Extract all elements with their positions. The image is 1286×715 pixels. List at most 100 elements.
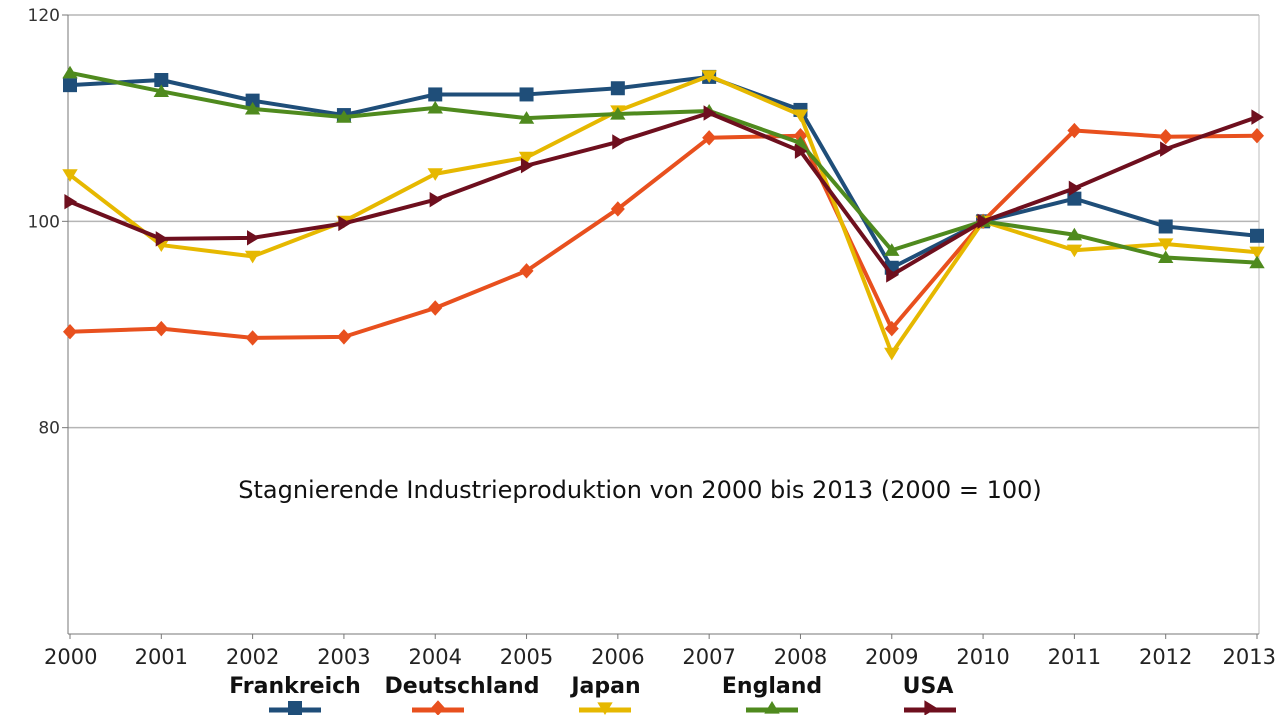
- data-point-frankreich-2005: [519, 87, 534, 102]
- data-point-usa-2013: [1251, 109, 1264, 125]
- legend-marker-japan: [597, 702, 613, 715]
- data-point-frankreich-2011: [1067, 191, 1082, 206]
- data-point-england-2003: [336, 110, 352, 123]
- data-point-usa-2008: [794, 143, 808, 159]
- series-line-frankreich: [69, 74, 1258, 270]
- x-tick-labels: 2000 2001 2002 2003 2004 2005 2006 2007 2008 2009…: [44, 634, 1276, 669]
- series-line-deutschland: [69, 128, 1258, 340]
- data-point-england-2005: [518, 111, 535, 124]
- x-tick-label-2012: 2012: [1139, 645, 1192, 669]
- data-point-england-2001: [153, 84, 170, 97]
- data-point-deutschland-2008: [793, 128, 808, 144]
- series-usa: [64, 105, 1264, 283]
- data-point-usa-2003: [338, 215, 351, 232]
- legend-label-usa: USA: [903, 674, 954, 699]
- data-point-usa-2004: [429, 191, 443, 208]
- data-point-deutschland-2009: [884, 320, 899, 337]
- x-tick-label-2009: 2009: [865, 645, 918, 669]
- data-point-england-2009: [884, 243, 900, 256]
- x-tick-label-2011: 2011: [1048, 645, 1101, 669]
- data-point-frankreich-2001: [154, 72, 169, 87]
- x-tick-label-2007: 2007: [682, 645, 735, 669]
- data-point-england-2000: [62, 65, 78, 79]
- series-line-japan: [68, 73, 1258, 356]
- data-point-deutschland-2001: [154, 320, 169, 337]
- x-tick-label-2008: 2008: [774, 645, 827, 669]
- data-point-usa-2006: [612, 134, 625, 150]
- data-point-england-2013: [1249, 255, 1265, 269]
- data-point-deutschland-2012: [1158, 129, 1173, 145]
- data-point-japan-2004: [427, 168, 443, 181]
- legend-label-deutschland: Deutschland: [385, 674, 540, 699]
- legend-marker-frankreich: [288, 701, 302, 715]
- data-point-frankreich-2012: [1158, 219, 1173, 234]
- data-point-usa-2001: [155, 231, 169, 247]
- data-point-deutschland-2005: [519, 263, 534, 279]
- legend-item-england: England: [722, 674, 822, 714]
- data-point-deutschland-2004: [428, 300, 443, 316]
- data-point-usa-2002: [247, 230, 260, 246]
- data-point-japan-2012: [1157, 238, 1174, 252]
- data-point-usa-2011: [1068, 180, 1082, 197]
- data-point-frankreich-2004: [428, 87, 443, 102]
- x-tick-label-2005: 2005: [500, 645, 553, 669]
- data-point-japan-2013: [1249, 246, 1265, 260]
- y-tick-label-80: 80: [38, 419, 60, 439]
- data-point-deutschland-2006: [610, 201, 625, 217]
- y-tick-label-100: 100: [28, 212, 60, 232]
- x-tick-label-2006: 2006: [591, 645, 644, 669]
- legend-item-japan: Japan: [569, 674, 641, 715]
- x-tick-label-2001: 2001: [135, 645, 188, 669]
- data-point-usa-2000: [64, 194, 77, 210]
- data-point-japan-2005: [518, 151, 535, 165]
- series-line-usa: [69, 111, 1258, 277]
- data-point-usa-2007: [703, 105, 717, 121]
- x-tick-label-2003: 2003: [317, 645, 370, 669]
- data-point-frankreich-2002: [245, 93, 260, 108]
- series-deutschland: [63, 122, 1264, 346]
- y-tick-label-120: 120: [28, 6, 60, 26]
- data-point-england-2012: [1157, 250, 1174, 264]
- legend-item-deutschland: Deutschland: [385, 674, 540, 715]
- legend-label-frankreich: Frankreich: [229, 674, 361, 699]
- data-point-deutschland-2007: [702, 130, 717, 146]
- data-point-england-2002: [244, 101, 261, 115]
- grid-lines: [62, 14, 1259, 429]
- series-layer: [62, 65, 1265, 361]
- data-point-usa-2009: [886, 267, 899, 283]
- data-point-deutschland-2003: [336, 329, 351, 345]
- data-point-deutschland-2011: [1067, 122, 1082, 139]
- x-tick-label-2010: 2010: [956, 645, 1009, 669]
- data-point-england-2006: [610, 107, 626, 120]
- legend-marker-england: [764, 701, 780, 714]
- data-point-england-2004: [427, 100, 443, 114]
- legend-item-frankreich: Frankreich: [229, 674, 361, 715]
- legend-item-usa: USA: [903, 674, 956, 715]
- y-tick-labels: 120 100 80: [28, 6, 60, 439]
- data-point-japan-2002: [244, 250, 261, 264]
- x-tick-label-2004: 2004: [409, 645, 462, 669]
- data-point-usa-2005: [520, 157, 534, 174]
- data-point-deutschland-2000: [63, 324, 77, 340]
- data-point-japan-2007: [701, 70, 717, 83]
- legend-label-japan: Japan: [569, 674, 640, 699]
- data-point-frankreich-2006: [610, 81, 625, 96]
- legend: Frankreich Deutschland Japan England USA: [229, 674, 956, 715]
- data-point-usa-2012: [1160, 141, 1173, 157]
- data-point-usa-2010: [977, 213, 991, 230]
- data-point-japan-2009: [884, 347, 900, 361]
- data-point-deutschland-2002: [245, 330, 260, 346]
- legend-label-england: England: [722, 674, 822, 699]
- x-tick-label-2002: 2002: [226, 645, 279, 669]
- data-point-japan-2011: [1066, 244, 1083, 258]
- data-point-frankreich-2000: [63, 78, 77, 93]
- x-tick-label-2013: 2013: [1223, 645, 1276, 669]
- legend-marker-deutschland: [431, 700, 445, 715]
- data-point-japan-2008: [792, 109, 809, 123]
- x-tick-label-2000: 2000: [44, 645, 97, 669]
- series-line-england: [69, 70, 1258, 265]
- data-point-frankreich-2013: [1250, 228, 1264, 243]
- data-point-japan-2000: [62, 169, 78, 182]
- data-point-england-2011: [1066, 227, 1083, 241]
